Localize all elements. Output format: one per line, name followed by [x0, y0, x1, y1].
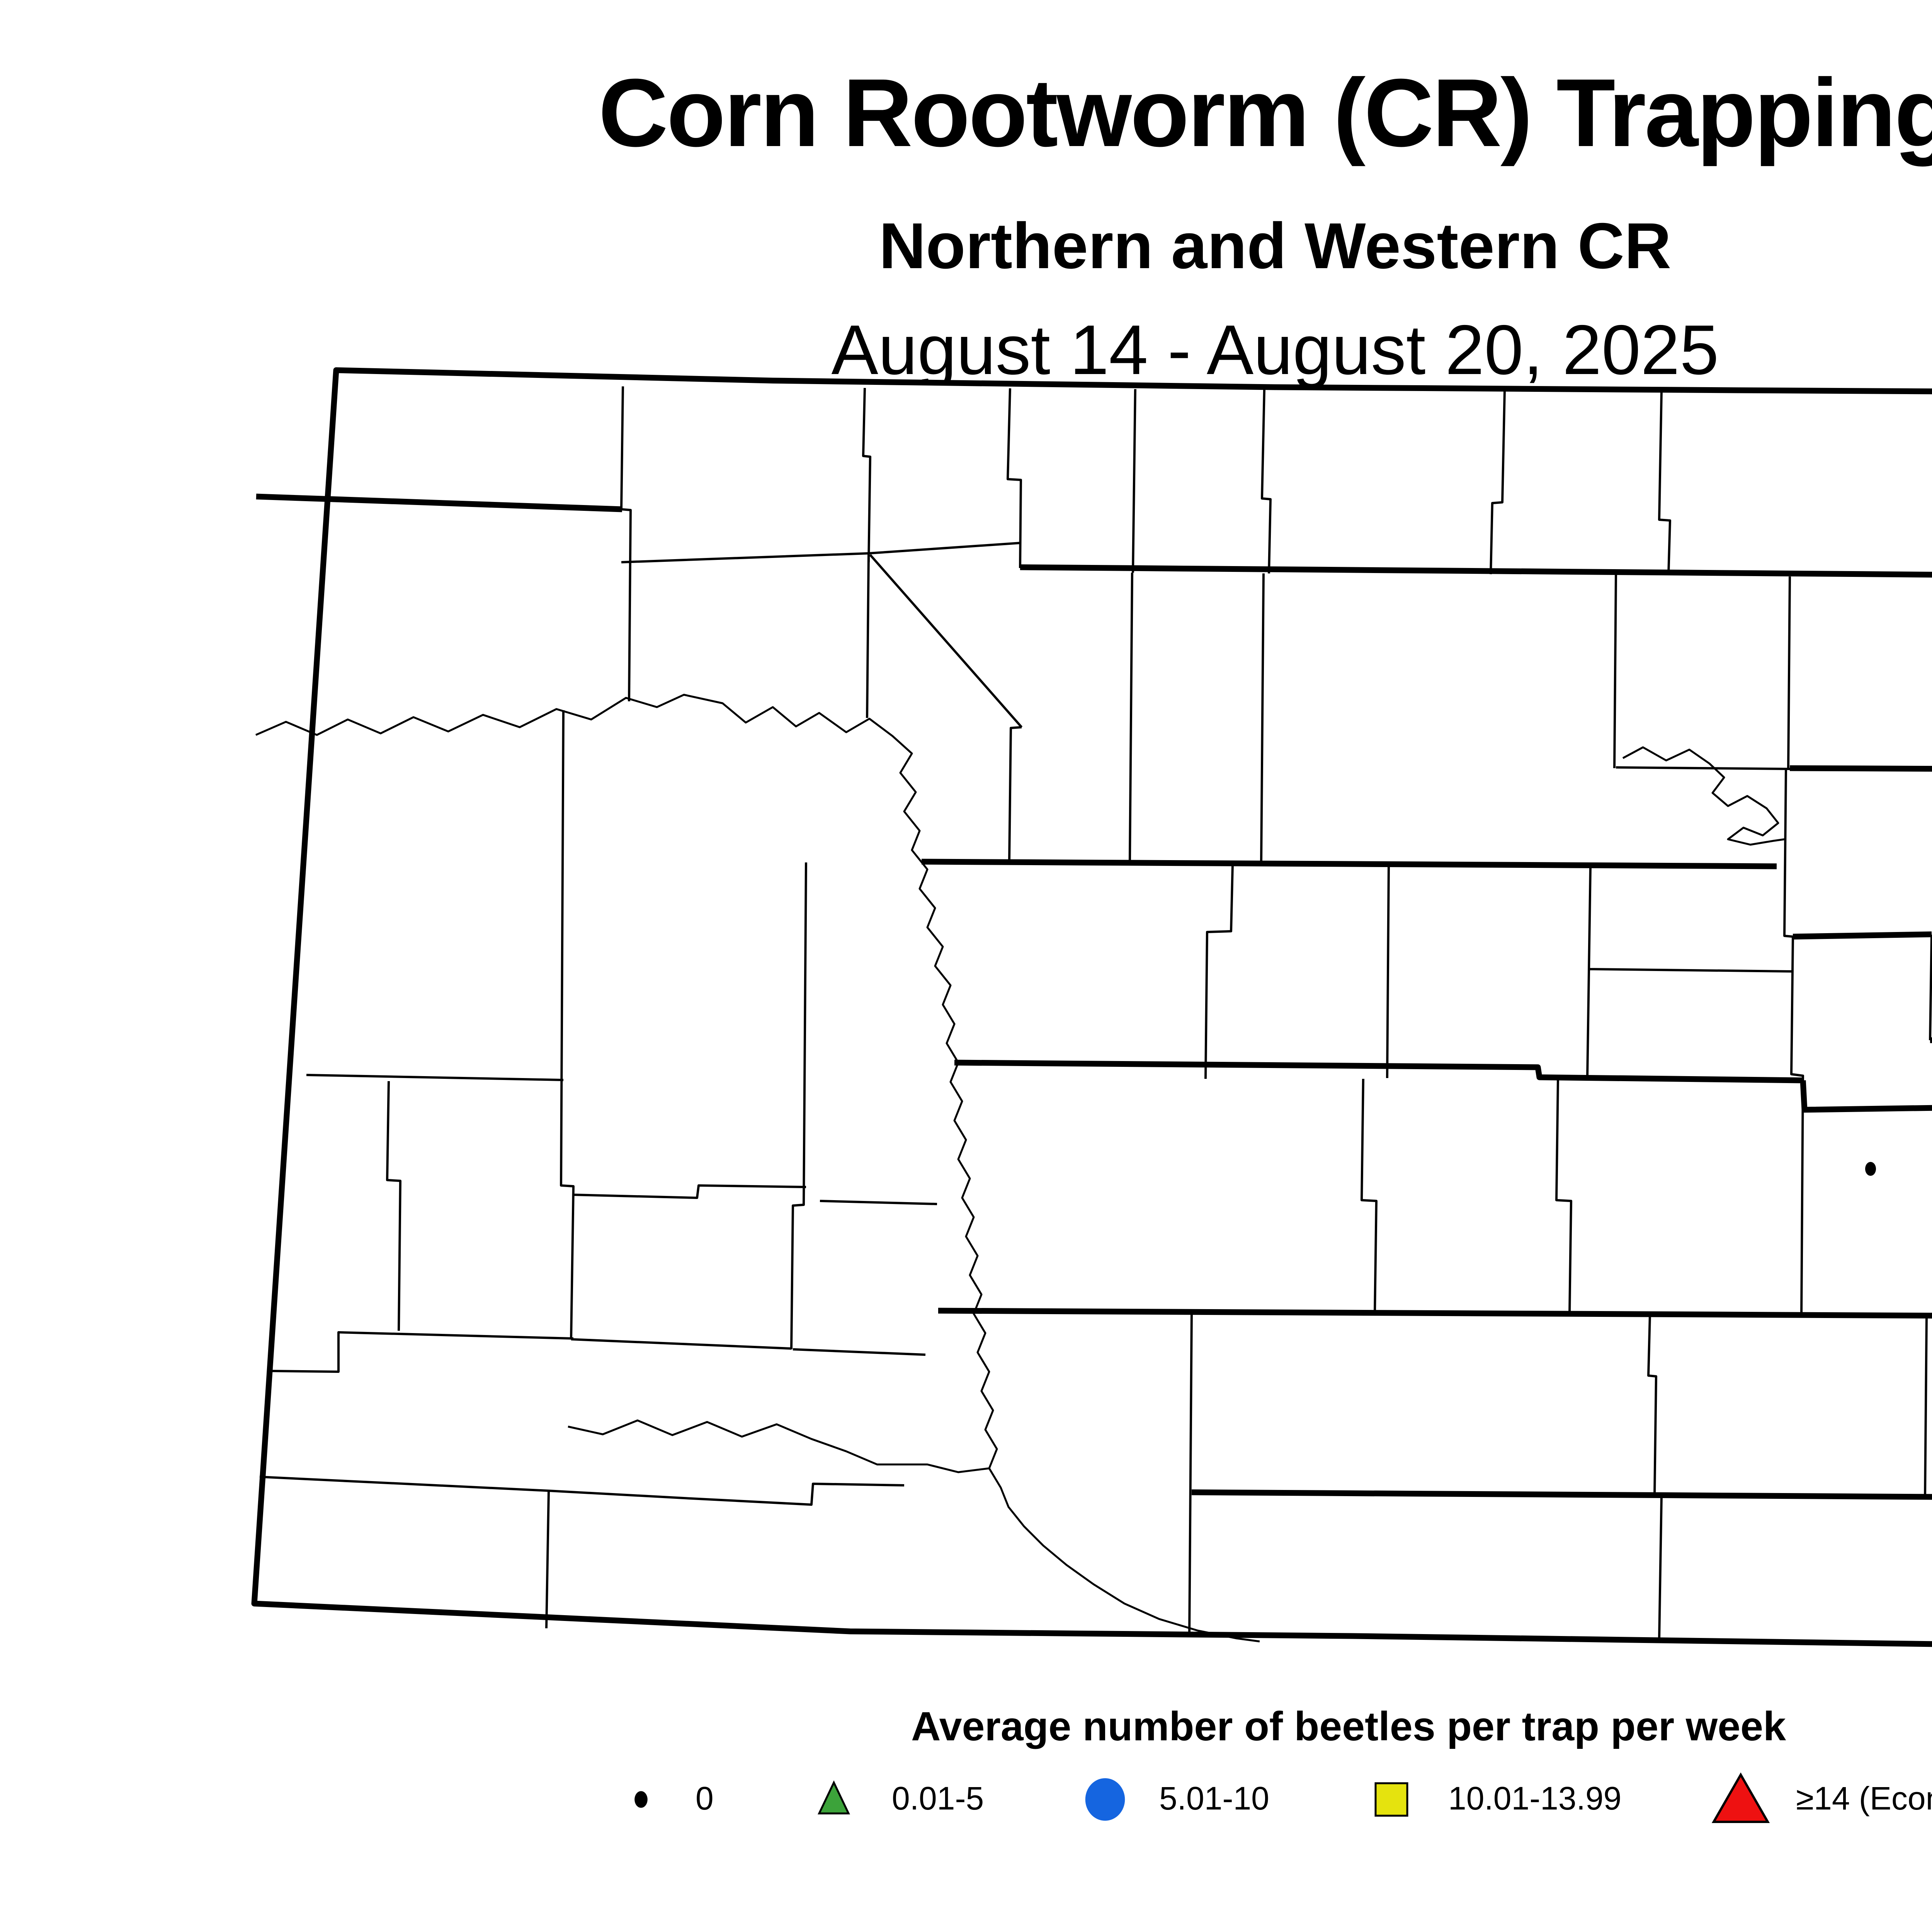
page-title: Corn Rootworm (CR) Trapping — [598, 59, 1932, 167]
low-marker — [818, 1780, 850, 1815]
state-outline — [251, 367, 1932, 1647]
river-lines — [255, 694, 1785, 1643]
legend-label-threshold: ≥14 (Economic Threshold) — [1796, 1780, 1932, 1816]
county-lines — [259, 386, 1932, 1639]
legend-label-mid: 5.01-10 — [1159, 1780, 1269, 1816]
district-lines — [256, 493, 1932, 1500]
legend-markers — [634, 1772, 1770, 1823]
legend-title: Average number of beetles per trap per w… — [911, 1704, 1786, 1749]
zero-marker — [1865, 1162, 1876, 1176]
legend-label-low: 0.01-5 — [892, 1780, 984, 1816]
legend-label-zero: 0 — [696, 1780, 714, 1816]
page-subtitle: Northern and Western CR — [879, 209, 1672, 282]
mid-marker — [1085, 1778, 1125, 1821]
legend-label-high: 10.01-13.99 — [1448, 1780, 1622, 1816]
date-range: August 14 - August 20, 2025 — [831, 310, 1719, 389]
zero-marker — [634, 1791, 648, 1808]
threshold-marker — [1711, 1772, 1770, 1823]
high-marker — [1374, 1782, 1408, 1817]
trap-markers — [1865, 1162, 1876, 1176]
